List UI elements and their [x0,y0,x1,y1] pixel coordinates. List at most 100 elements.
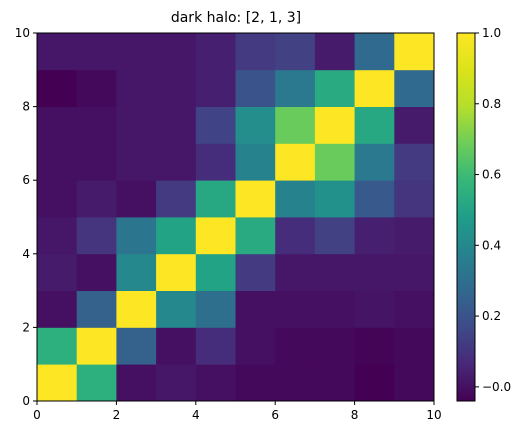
colorbar-axis: −0.0 0.2 0.4 0.6 0.8 1.0 [475,26,511,394]
heatmap-cell-r8-c1 [76,69,117,107]
heatmap-cells [37,33,435,402]
x-tick-label: 8 [351,408,359,422]
heatmap-cell-r7-c1 [76,106,117,144]
heatmap-cell-r6-c9 [394,143,435,181]
x-axis: 0 2 4 6 8 10 [33,401,442,422]
heatmap-cell-r7-c0 [37,106,78,144]
heatmap-cell-r4-c2 [116,217,157,255]
heatmap-cell-r8-c2 [116,69,157,107]
heatmap-cell-r4-c4 [195,217,236,255]
heatmap-cell-r4-c8 [354,217,395,255]
heatmap-cell-r8-c9 [394,69,435,107]
heatmap-cell-r7-c5 [235,106,276,144]
heatmap-cell-r1-c7 [314,327,355,365]
heatmap-cell-r6-c7 [314,143,355,181]
heatmap-cell-r3-c1 [76,253,117,291]
heatmap-cell-r9-c5 [235,33,276,71]
heatmap-cell-r2-c7 [314,290,355,328]
heatmap-cell-r9-c2 [116,33,157,71]
colorbar-tick-label: 1.0 [482,26,501,40]
heatmap-cell-r4-c6 [275,217,316,255]
heatmap-cell-r9-c7 [314,33,355,71]
heatmap-cell-r8-c7 [314,69,355,107]
heatmap-cell-r6-c6 [275,143,316,181]
plot-frame [36,32,435,402]
heatmap-cell-r8-c4 [195,69,236,107]
heatmap-cell-r0-c1 [76,364,117,402]
heatmap-cell-r5-c6 [275,180,316,218]
heatmap-cell-r0-c6 [275,364,316,402]
colorbar-tick-label: 0.2 [482,309,501,323]
heatmap-cell-r6-c1 [76,143,117,181]
y-tick-label: 0 [22,394,30,408]
heatmap-cell-r6-c3 [156,143,197,181]
heatmap-cell-r7-c6 [275,106,316,144]
heatmap-cell-r9-c4 [195,33,236,71]
heatmap-cell-r7-c9 [394,106,435,144]
colorbar-tick-label: −0.0 [482,380,511,394]
heatmap-cell-r0-c9 [394,364,435,402]
colorbar [456,32,476,402]
heatmap-cell-r8-c0 [37,69,78,107]
heatmap-cell-r2-c4 [195,290,236,328]
heatmap-cell-r5-c1 [76,180,117,218]
y-tick-label: 6 [22,173,30,187]
heatmap-cell-r3-c3 [156,253,197,291]
heatmap-cell-r5-c4 [195,180,236,218]
heatmap-cell-r1-c5 [235,327,276,365]
heatmap-cell-r2-c0 [37,290,78,328]
heatmap-cell-r5-c2 [116,180,157,218]
heatmap-cell-r2-c9 [394,290,435,328]
heatmap-cell-r1-c0 [37,327,78,365]
heatmap-cell-r2-c3 [156,290,197,328]
heatmap-cell-r9-c3 [156,33,197,71]
x-tick-label: 6 [271,408,279,422]
heatmap-cell-r7-c4 [195,106,236,144]
heatmap-cell-r8-c8 [354,69,395,107]
heatmap-cell-r7-c3 [156,106,197,144]
heatmap-cell-r1-c4 [195,327,236,365]
heatmap-cell-r1-c2 [116,327,157,365]
heatmap-cell-r6-c2 [116,143,157,181]
heatmap-cell-r5-c5 [235,180,276,218]
colorbar-tick-label: 0.6 [482,168,501,182]
y-tick-label: 2 [22,320,30,334]
chart-title: dark halo: [2, 1, 3] [171,10,301,26]
heatmap-cell-r4-c5 [235,217,276,255]
heatmap-cell-r7-c2 [116,106,157,144]
heatmap-cell-r1-c9 [394,327,435,365]
heatmap-cell-r6-c0 [37,143,78,181]
heatmap-cell-r4-c1 [76,217,117,255]
heatmap-cell-r7-c8 [354,106,395,144]
y-axis: 0 2 4 6 8 10 [15,26,37,408]
heatmap-cell-r5-c0 [37,180,78,218]
x-tick-label: 0 [33,408,41,422]
heatmap-cell-r5-c9 [394,180,435,218]
colorbar-tick-label: 0.8 [482,97,501,111]
y-tick-label: 4 [22,247,30,261]
heatmap-cell-r2-c6 [275,290,316,328]
heatmap-cell-r0-c4 [195,364,236,402]
heatmap-cell-r6-c5 [235,143,276,181]
heatmap-cell-r0-c2 [116,364,157,402]
x-tick-label: 10 [426,408,441,422]
heatmap-cell-r3-c5 [235,253,276,291]
heatmap-cell-r3-c8 [354,253,395,291]
heatmap-cell-r5-c8 [354,180,395,218]
heatmap-cell-r0-c8 [354,364,395,402]
heatmap-cell-r6-c4 [195,143,236,181]
heatmap-cell-r4-c0 [37,217,78,255]
heatmap-cell-r0-c3 [156,364,197,402]
heatmap-cell-r2-c8 [354,290,395,328]
heatmap-cell-r8-c5 [235,69,276,107]
heatmap-cell-r1-c1 [76,327,117,365]
heatmap-cell-r4-c3 [156,217,197,255]
heatmap-cell-r9-c1 [76,33,117,71]
heatmap-cell-r8-c3 [156,69,197,107]
heatmap-cell-r6-c8 [354,143,395,181]
y-tick-label: 10 [15,26,30,40]
heatmap-cell-r9-c6 [275,33,316,71]
colorbar-tick-label: 0.4 [482,238,501,252]
heatmap-cell-r4-c9 [394,217,435,255]
